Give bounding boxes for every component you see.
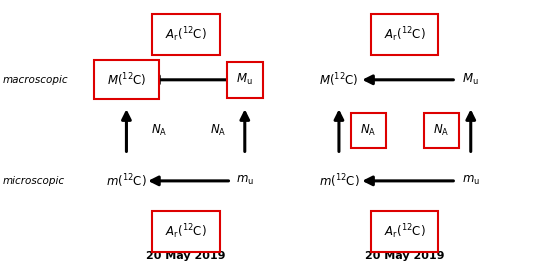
Text: SI after
20 May 2019: SI after 20 May 2019	[365, 239, 444, 261]
FancyBboxPatch shape	[371, 14, 438, 55]
Text: $m(^{12}\mathrm{C})$: $m(^{12}\mathrm{C})$	[318, 172, 359, 190]
FancyBboxPatch shape	[351, 113, 386, 148]
Text: $A_{\mathrm{r}}(^{12}\mathrm{C})$: $A_{\mathrm{r}}(^{12}\mathrm{C})$	[165, 25, 207, 44]
Text: microscopic: microscopic	[3, 176, 65, 186]
Text: $m_{\mathrm{u}}$: $m_{\mathrm{u}}$	[236, 174, 254, 188]
Text: $M_{\mathrm{u}}$: $M_{\mathrm{u}}$	[237, 72, 253, 87]
FancyBboxPatch shape	[423, 113, 459, 148]
Text: $M(^{12}\mathrm{C})$: $M(^{12}\mathrm{C})$	[107, 71, 146, 89]
FancyBboxPatch shape	[152, 14, 220, 55]
Text: $m(^{12}\mathrm{C})$: $m(^{12}\mathrm{C})$	[106, 172, 147, 190]
Text: $A_{\mathrm{r}}(^{12}\mathrm{C})$: $A_{\mathrm{r}}(^{12}\mathrm{C})$	[384, 25, 426, 44]
FancyBboxPatch shape	[227, 62, 263, 98]
Text: macroscopic: macroscopic	[3, 75, 68, 85]
Text: $N_{\mathrm{A}}$: $N_{\mathrm{A}}$	[210, 123, 226, 138]
Text: $M(^{12}\mathrm{C})$: $M(^{12}\mathrm{C})$	[319, 71, 359, 89]
FancyBboxPatch shape	[94, 60, 159, 99]
Text: SI before
20 May 2019: SI before 20 May 2019	[146, 239, 225, 261]
Text: $M_{\mathrm{u}}$: $M_{\mathrm{u}}$	[463, 72, 479, 87]
Text: $N_{\mathrm{A}}$: $N_{\mathrm{A}}$	[151, 123, 167, 138]
Text: $A_{\mathrm{r}}(^{12}\mathrm{C})$: $A_{\mathrm{r}}(^{12}\mathrm{C})$	[165, 222, 207, 241]
Text: $N_{\mathrm{A}}$: $N_{\mathrm{A}}$	[433, 123, 449, 138]
Text: $N_{\mathrm{A}}$: $N_{\mathrm{A}}$	[360, 123, 377, 138]
FancyBboxPatch shape	[371, 211, 438, 252]
Text: $m_{\mathrm{u}}$: $m_{\mathrm{u}}$	[462, 174, 480, 188]
Text: $A_{\mathrm{r}}(^{12}\mathrm{C})$: $A_{\mathrm{r}}(^{12}\mathrm{C})$	[384, 222, 426, 241]
FancyBboxPatch shape	[152, 211, 220, 252]
